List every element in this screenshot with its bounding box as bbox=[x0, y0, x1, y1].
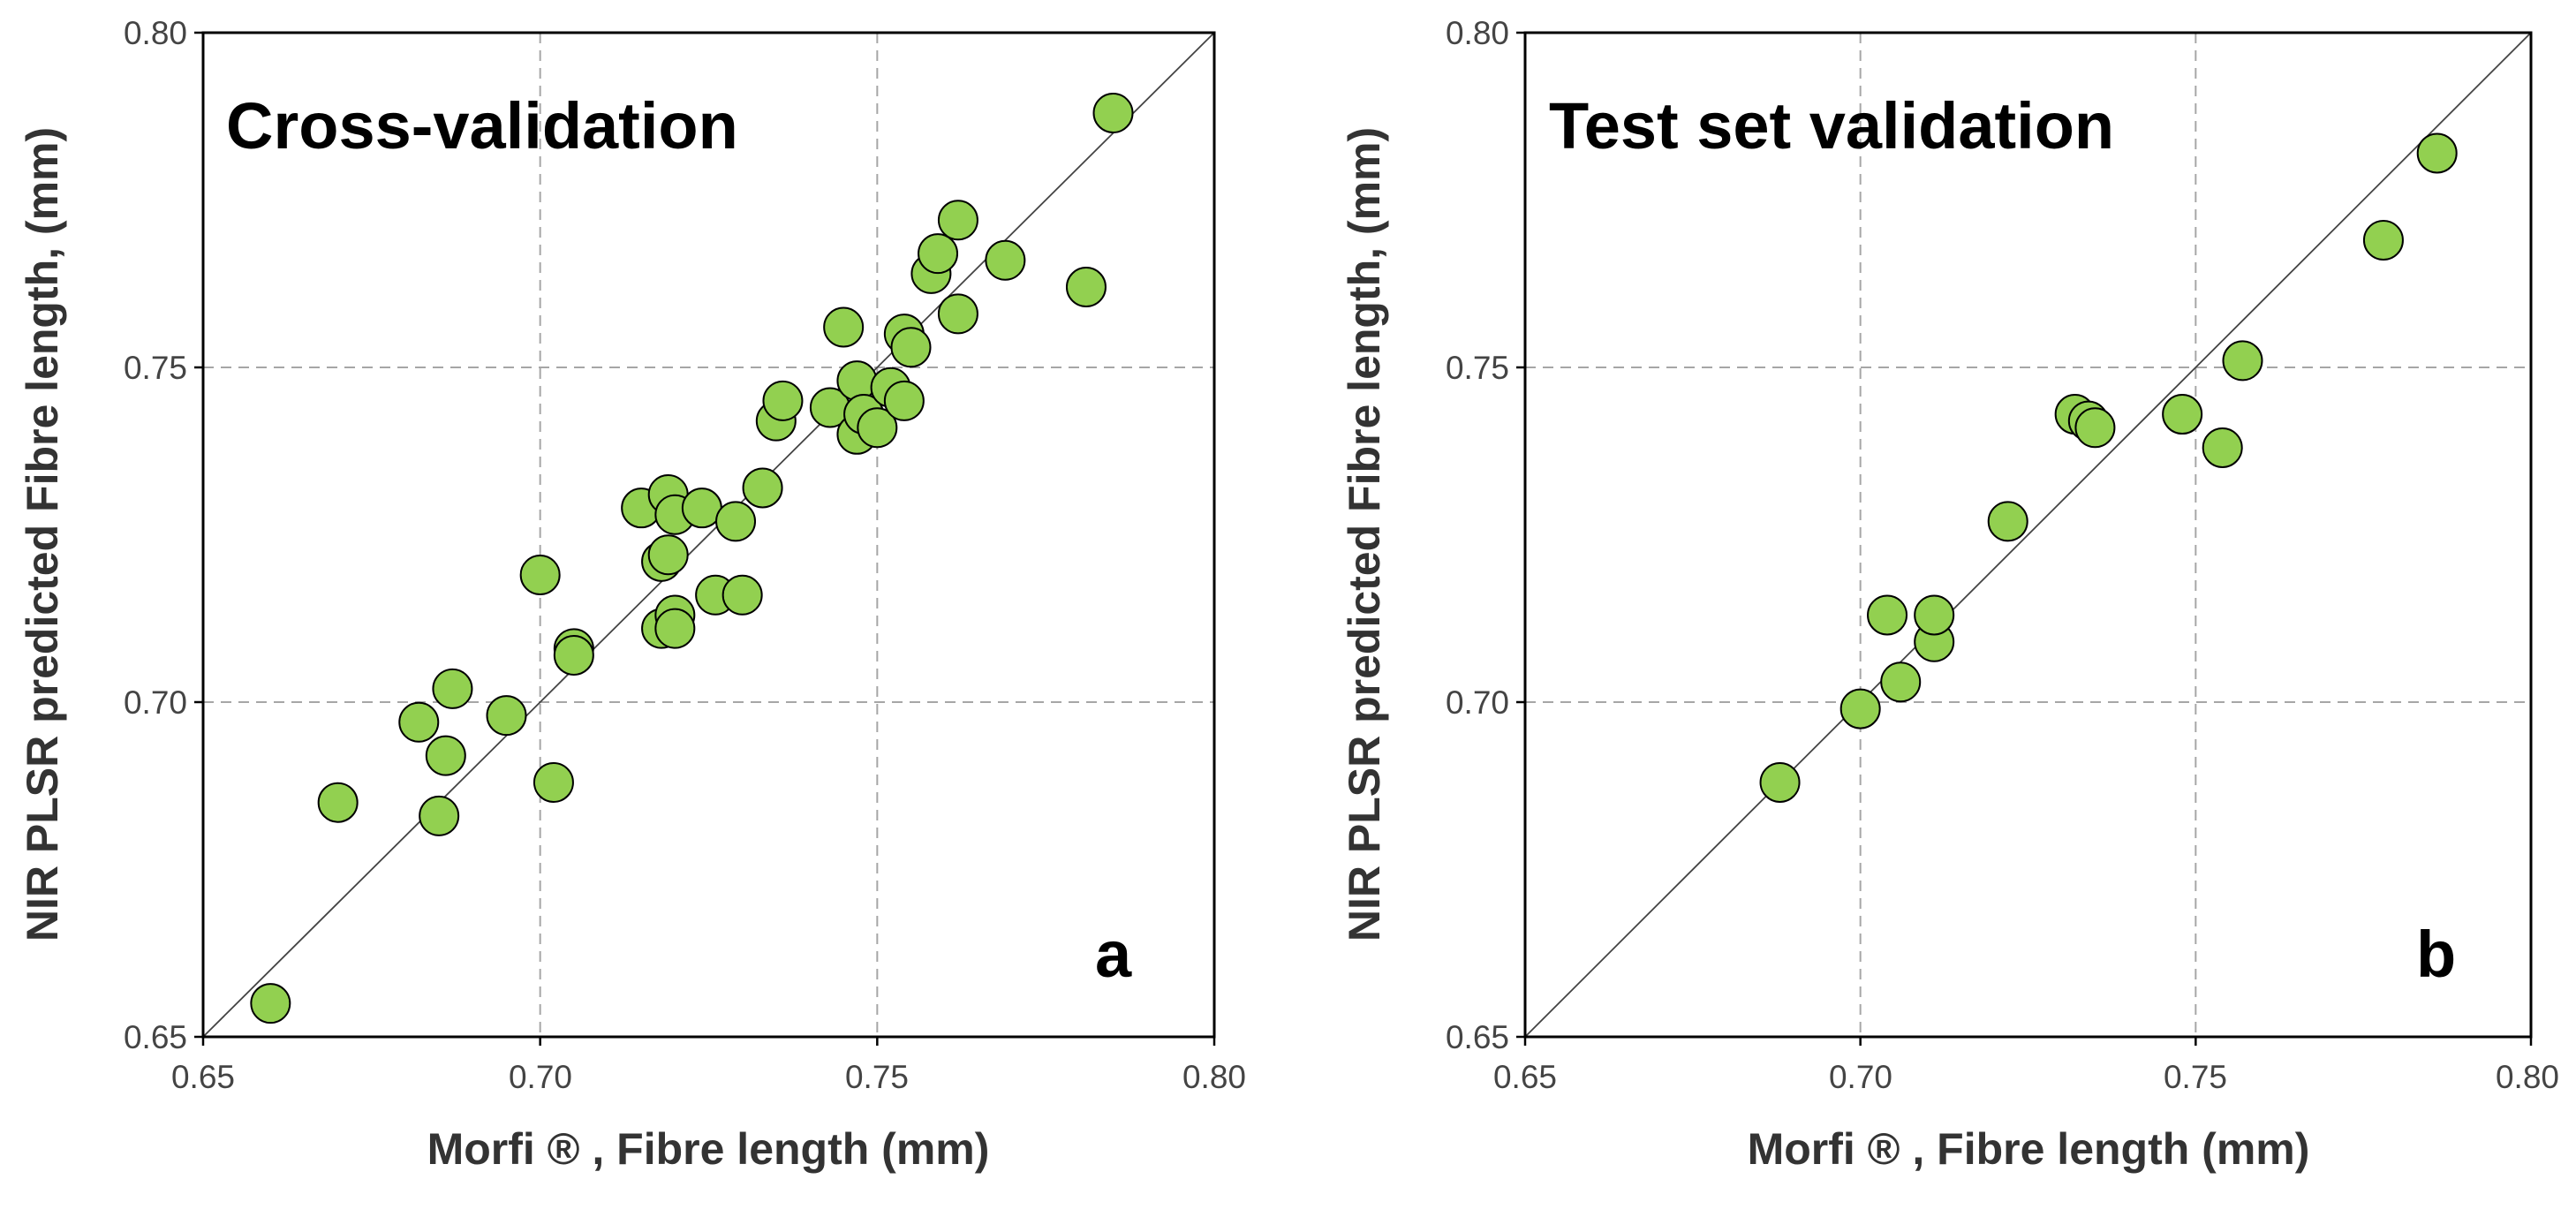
y-axis-title: NIR PLSR predicted Fibre length, (mm) bbox=[18, 127, 67, 941]
data-point bbox=[519, 554, 561, 595]
data-point bbox=[486, 695, 527, 737]
y-tick-label: 0.75 bbox=[1446, 350, 1509, 386]
data-point bbox=[883, 380, 925, 421]
data-point bbox=[823, 306, 865, 348]
data-point bbox=[890, 327, 932, 368]
chart-title: Cross-validation bbox=[226, 89, 738, 163]
x-tick-label: 0.80 bbox=[2496, 1059, 2559, 1095]
data-point bbox=[2362, 219, 2404, 261]
plot-frame bbox=[1523, 31, 2533, 1039]
chart-title: Test set validation bbox=[1549, 89, 2114, 163]
data-point bbox=[2222, 340, 2263, 382]
y-tick-label: 0.70 bbox=[124, 684, 187, 721]
data-point bbox=[742, 467, 783, 509]
data-point bbox=[533, 761, 574, 803]
plot-frame bbox=[201, 31, 1216, 1039]
y-tick-label: 0.80 bbox=[1446, 15, 1509, 51]
panel-letter: b bbox=[2416, 918, 2456, 991]
x-tick-label: 0.70 bbox=[509, 1059, 572, 1095]
y-tick-label: 0.70 bbox=[1446, 684, 1509, 721]
data-point bbox=[1839, 688, 1881, 729]
x-axis-title: Morfi ® , Fibre length (mm) bbox=[427, 1124, 990, 1174]
x-tick-label: 0.80 bbox=[1182, 1059, 1246, 1095]
x-tick-label: 0.75 bbox=[845, 1059, 909, 1095]
data-point bbox=[250, 983, 291, 1024]
gridlines bbox=[1525, 33, 2531, 1037]
x-tick-label: 0.75 bbox=[2164, 1059, 2227, 1095]
panel-letter: a bbox=[1095, 918, 1132, 991]
data-point bbox=[985, 239, 1026, 281]
data-points bbox=[1759, 132, 2458, 803]
y-tick-label: 0.65 bbox=[124, 1019, 187, 1055]
data-point bbox=[762, 380, 804, 421]
data-point bbox=[857, 407, 898, 449]
data-point bbox=[1867, 594, 1908, 636]
y-tick-label: 0.80 bbox=[124, 15, 187, 51]
data-point bbox=[398, 701, 440, 743]
data-point bbox=[1914, 594, 1955, 636]
data-point bbox=[425, 735, 466, 776]
data-point bbox=[1065, 267, 1107, 308]
identity-line bbox=[1524, 32, 2532, 1038]
data-point bbox=[317, 782, 359, 823]
y-axis-title: NIR PLSR predicted Fibre length, (mm) bbox=[1340, 127, 1389, 941]
x-axis-title: Morfi ® , Fibre length (mm) bbox=[1748, 1124, 2310, 1174]
data-point bbox=[2074, 407, 2116, 449]
data-point bbox=[1759, 761, 1801, 803]
data-point bbox=[2416, 132, 2458, 174]
data-point bbox=[836, 360, 878, 402]
data-point bbox=[1987, 501, 2028, 542]
x-tick-label: 0.65 bbox=[1493, 1059, 1557, 1095]
y-tick-label: 0.75 bbox=[124, 350, 187, 386]
panel-a: 0.65 0.70 0.75 0.80 0.65 0.70 0.75 0.80 … bbox=[18, 15, 1246, 1174]
data-point bbox=[1880, 661, 1922, 703]
panel-b: 0.65 0.70 0.75 0.80 0.65 0.70 0.75 0.80 … bbox=[1340, 15, 2559, 1174]
data-point bbox=[1092, 92, 1134, 133]
data-point bbox=[432, 668, 473, 709]
data-point bbox=[647, 534, 689, 576]
data-point bbox=[937, 293, 978, 335]
identity-line bbox=[202, 32, 1215, 1038]
data-point bbox=[654, 608, 696, 649]
data-point bbox=[918, 233, 959, 275]
gridlines bbox=[203, 33, 1214, 1037]
data-point bbox=[2162, 394, 2203, 435]
data-point bbox=[937, 200, 978, 241]
x-tick-label: 0.65 bbox=[171, 1059, 235, 1095]
data-point bbox=[419, 795, 460, 836]
data-point bbox=[2202, 427, 2243, 468]
data-point bbox=[715, 501, 757, 542]
axis-ticks bbox=[1516, 31, 2533, 1046]
x-tick-label: 0.70 bbox=[1829, 1059, 1892, 1095]
data-points bbox=[250, 92, 1134, 1024]
y-tick-label: 0.65 bbox=[1446, 1019, 1509, 1055]
data-point bbox=[553, 634, 594, 676]
data-point bbox=[721, 574, 763, 616]
axis-ticks bbox=[194, 31, 1216, 1046]
